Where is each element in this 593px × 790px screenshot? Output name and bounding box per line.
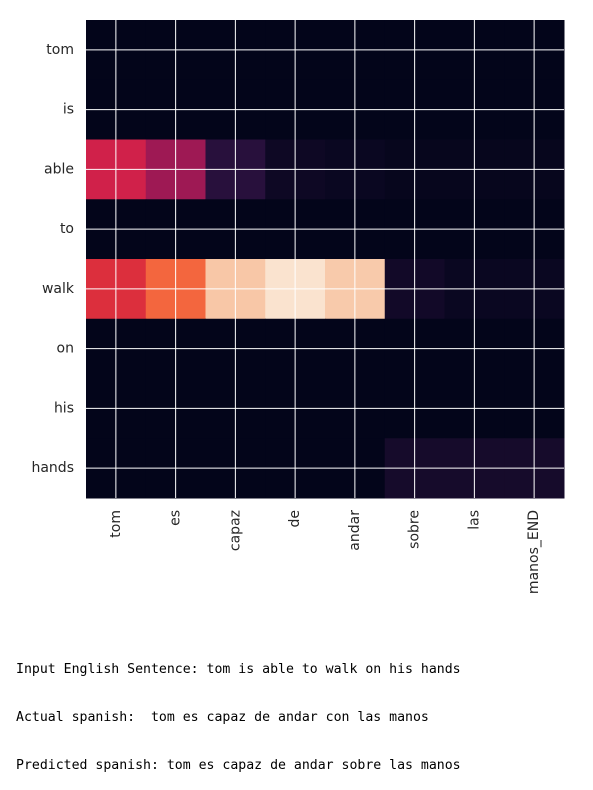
y-tick-label: on <box>57 341 74 357</box>
predicted-translation-line: Predicted spanish: tom es capaz de andar… <box>16 758 461 773</box>
translation-output: Input English Sentence: tom is able to w… <box>16 630 461 790</box>
x-tick-label: andar <box>347 510 363 551</box>
x-tick-label: capaz <box>227 510 243 551</box>
y-tick-label: able <box>44 161 74 177</box>
y-tick-label: walk <box>42 281 75 297</box>
x-tick-label: es <box>168 510 184 526</box>
y-tick-label: tom <box>46 42 74 58</box>
y-tick-label: hands <box>31 460 74 476</box>
x-tick-label: de <box>287 510 303 528</box>
y-tick-label: to <box>60 221 74 237</box>
x-tick-label: las <box>466 510 482 530</box>
y-axis-tick-labels: tom is able to walk on his hands <box>31 42 74 476</box>
input-sentence-line: Input English Sentence: tom is able to w… <box>16 662 461 677</box>
attention-heatmap: tom is able to walk on his hands tom es capaz de an… <box>31 20 565 594</box>
x-tick-label: sobre <box>407 510 423 549</box>
y-tick-label: is <box>63 102 74 118</box>
y-tick-label: his <box>54 400 74 416</box>
x-tick-label: manos_END <box>526 510 542 594</box>
actual-translation-line: Actual spanish: tom es capaz de andar co… <box>16 710 429 725</box>
heatmap-cells <box>86 20 565 499</box>
heatmap-gridlines <box>86 20 564 498</box>
x-tick-label: tom <box>108 510 124 538</box>
x-axis-tick-labels: tom es capaz de andar sobre las manos_END <box>108 510 542 594</box>
